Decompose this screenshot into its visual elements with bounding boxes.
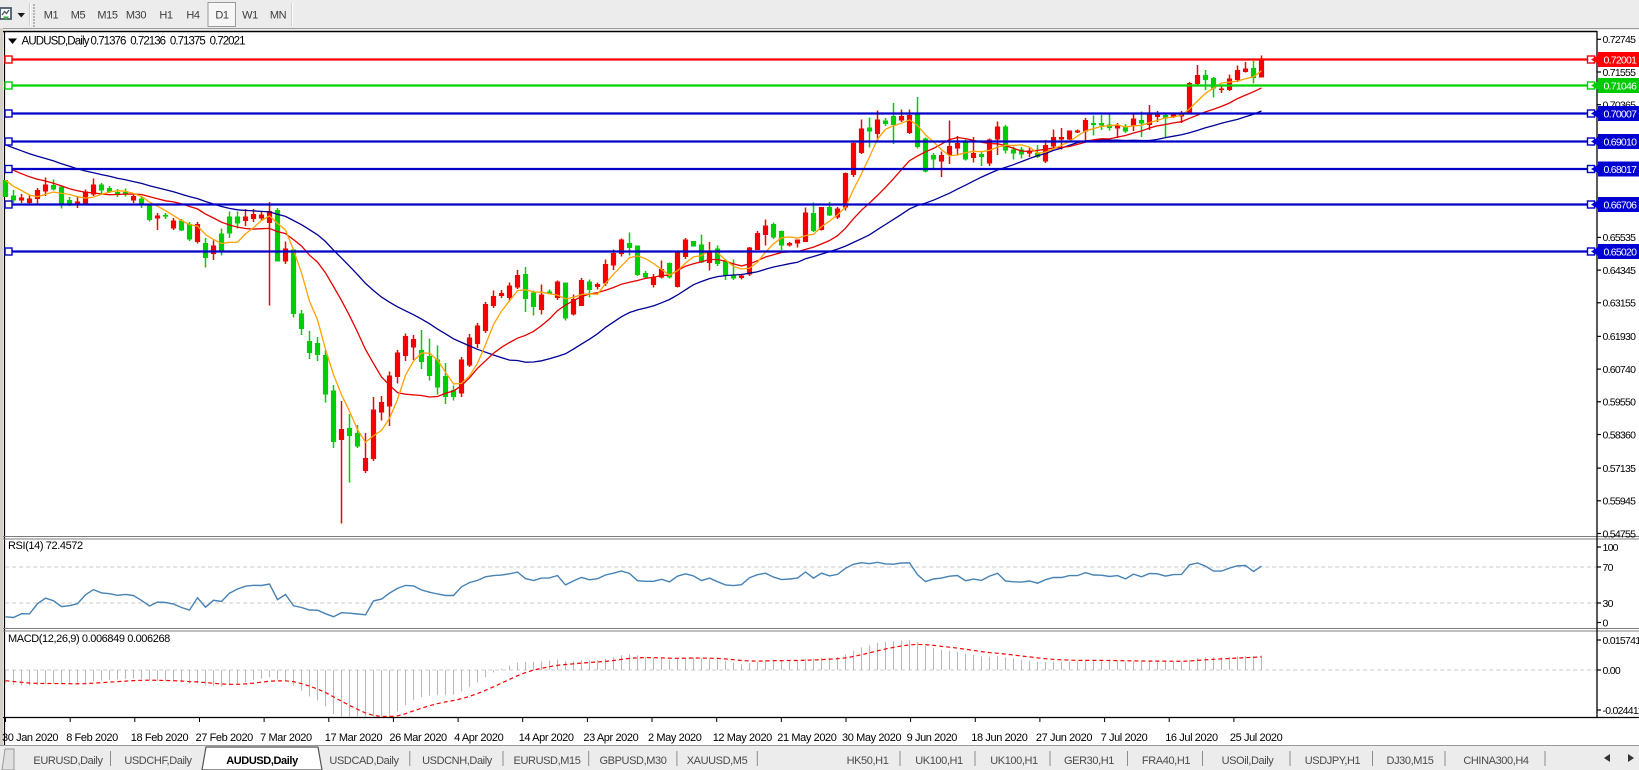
svg-text:0.71555: 0.71555 [1603,67,1637,79]
svg-text:18 Jun 2020: 18 Jun 2020 [971,732,1027,744]
svg-text:0.71375: 0.71375 [170,36,205,48]
svg-text:H1: H1 [159,10,173,22]
svg-text:USDJPY,H1: USDJPY,H1 [1305,755,1361,767]
svg-text:AUDUSD,Daily: AUDUSD,Daily [22,36,90,48]
svg-text:0.71376: 0.71376 [91,36,126,48]
svg-text:2 May 2020: 2 May 2020 [648,732,702,744]
svg-text:4 Apr 2020: 4 Apr 2020 [454,732,503,744]
svg-text:D1: D1 [215,10,229,22]
svg-text:30: 30 [1603,598,1614,610]
svg-text:UK100,H1: UK100,H1 [990,755,1038,767]
svg-text:0.72136: 0.72136 [130,36,165,48]
svg-text:0.68017: 0.68017 [1604,164,1638,176]
svg-text:CHINA300,H4: CHINA300,H4 [1463,755,1529,767]
svg-text:7 Mar 2020: 7 Mar 2020 [260,732,312,744]
svg-text:0.61930: 0.61930 [1603,331,1637,343]
svg-text:0.015741: 0.015741 [1603,635,1639,647]
svg-text:17 Mar 2020: 17 Mar 2020 [325,732,383,744]
svg-text:12 May 2020: 12 May 2020 [713,732,772,744]
svg-text:23 Apr 2020: 23 Apr 2020 [583,732,638,744]
svg-text:M1: M1 [44,10,59,22]
svg-text:9 Jun 2020: 9 Jun 2020 [907,732,958,744]
svg-text:30 May 2020: 30 May 2020 [842,732,901,744]
svg-text:7 Jul 2020: 7 Jul 2020 [1101,732,1148,744]
svg-text:0.72021: 0.72021 [210,36,245,48]
svg-text:FRA40,H1: FRA40,H1 [1142,755,1190,767]
svg-text:DJ30,M15: DJ30,M15 [1387,755,1434,767]
svg-text:18 Feb 2020: 18 Feb 2020 [131,732,189,744]
svg-text:0.59550: 0.59550 [1603,397,1637,409]
svg-text:GBPUSD,M30: GBPUSD,M30 [600,755,667,767]
svg-text:27 Feb 2020: 27 Feb 2020 [196,732,254,744]
svg-text:0.72745: 0.72745 [1603,34,1637,46]
svg-text:RSI(14) 72.4572: RSI(14) 72.4572 [8,540,83,552]
svg-text:0.66706: 0.66706 [1604,199,1638,211]
svg-text:16 Jul 2020: 16 Jul 2020 [1165,732,1218,744]
svg-text:USDCNH,Daily: USDCNH,Daily [422,755,493,767]
svg-text:25 Jul 2020: 25 Jul 2020 [1230,732,1283,744]
svg-text:M5: M5 [71,10,86,22]
svg-text:27 Jun 2020: 27 Jun 2020 [1036,732,1092,744]
svg-text:0.57135: 0.57135 [1603,463,1637,475]
svg-text:0.69010: 0.69010 [1604,136,1638,148]
svg-text:GER30,H1: GER30,H1 [1064,755,1114,767]
svg-text:M15: M15 [97,10,117,22]
svg-text:AUDUSD,Daily: AUDUSD,Daily [226,755,299,767]
svg-text:70: 70 [1603,562,1614,574]
svg-text:0.60740: 0.60740 [1603,364,1637,376]
svg-text:HK50,H1: HK50,H1 [847,755,889,767]
svg-text:0.63155: 0.63155 [1603,298,1637,310]
svg-text:0.58360: 0.58360 [1603,429,1637,441]
svg-text:USDCAD,Daily: USDCAD,Daily [329,755,399,767]
svg-text:EURUSD,Daily: EURUSD,Daily [33,755,103,767]
svg-text:0.65020: 0.65020 [1604,246,1638,258]
svg-text:EURUSD,M15: EURUSD,M15 [514,755,581,767]
svg-text:8 Feb 2020: 8 Feb 2020 [66,732,118,744]
svg-text:UK100,H1: UK100,H1 [915,755,963,767]
svg-text:XAUUSD,M5: XAUUSD,M5 [687,755,748,767]
svg-text:0.55945: 0.55945 [1603,496,1637,508]
svg-text:26 Mar 2020: 26 Mar 2020 [389,732,447,744]
svg-text:0.00: 0.00 [1603,665,1621,677]
svg-text:MN: MN [270,10,287,22]
svg-text:USDCHF,Daily: USDCHF,Daily [124,755,192,767]
svg-text:0.65535: 0.65535 [1603,232,1637,244]
svg-text:-0.024412: -0.024412 [1603,705,1639,717]
svg-text:0.54755: 0.54755 [1603,528,1637,540]
svg-text:M30: M30 [126,10,146,22]
svg-text:0: 0 [1603,617,1609,629]
svg-text:MACD(12,26,9) 0.006849 0.00626: MACD(12,26,9) 0.006849 0.006268 [8,633,170,645]
svg-text:21 May 2020: 21 May 2020 [777,732,836,744]
svg-text:0.72001: 0.72001 [1604,54,1638,66]
svg-text:100: 100 [1603,542,1619,554]
svg-text:0.71046: 0.71046 [1604,80,1638,92]
svg-text:14 Apr 2020: 14 Apr 2020 [519,732,574,744]
svg-text:H4: H4 [186,10,200,22]
svg-text:USOil,Daily: USOil,Daily [1222,755,1275,767]
svg-text:0.70007: 0.70007 [1604,108,1638,120]
svg-text:0.64345: 0.64345 [1603,265,1637,277]
svg-text:30 Jan 2020: 30 Jan 2020 [2,732,58,744]
svg-text:W1: W1 [242,10,258,22]
